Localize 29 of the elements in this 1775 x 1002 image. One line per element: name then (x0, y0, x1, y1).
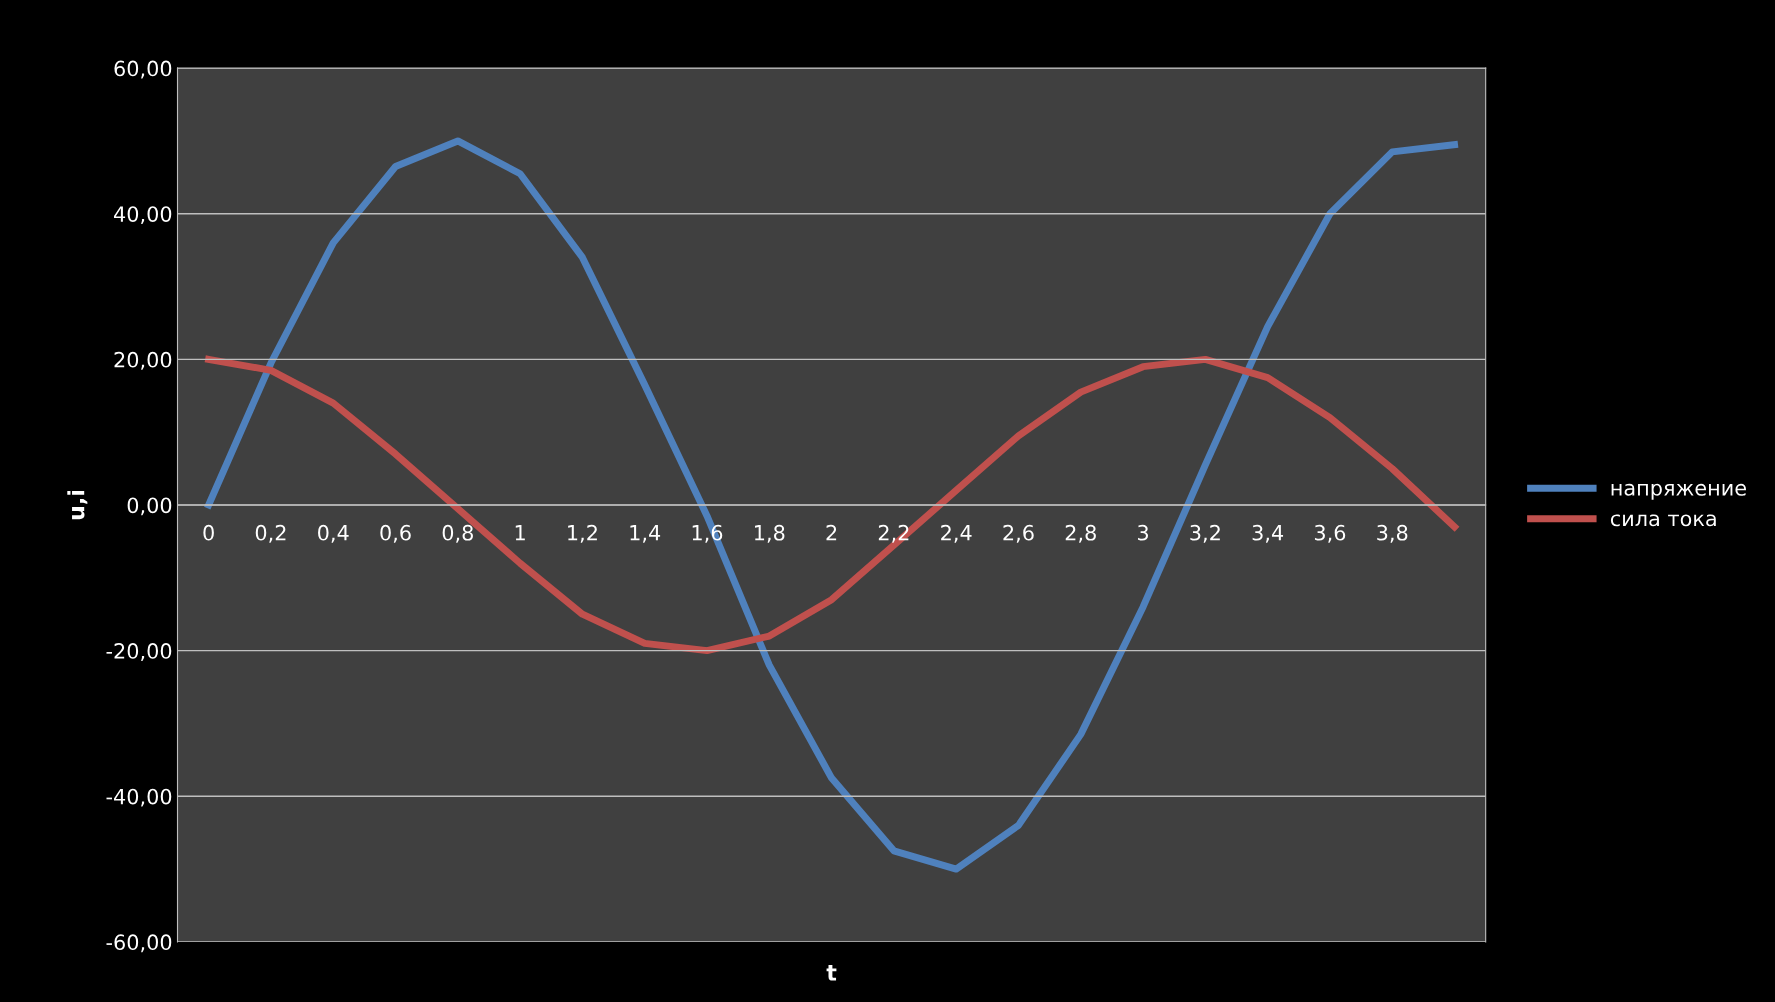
legend-label: напряжение (1611, 483, 1746, 500)
x-tick-label: 0,2 (255, 524, 286, 543)
x-tick-label: 2,8 (1065, 524, 1096, 543)
x-tick-label: 0,6 (380, 524, 411, 543)
y-tick-label: 40,00 (114, 206, 172, 225)
x-tick-label: 3,2 (1190, 524, 1220, 543)
x-tick-label: 0 (203, 524, 214, 541)
legend-label: сила тока (1610, 514, 1716, 527)
y-axis-title: u,i (67, 490, 88, 520)
y-tick-label: -20,00 (106, 643, 172, 661)
y-tick-label: 20,00 (114, 351, 172, 370)
x-tick-label: 2 (826, 524, 837, 541)
x-tick-label: 3 (1138, 524, 1149, 541)
x-tick-label: 3,4 (1252, 524, 1284, 543)
x-axis-title: t (826, 965, 837, 981)
x-tick-label: 0,4 (318, 524, 349, 543)
y-tick-label: -60,00 (106, 934, 172, 953)
x-tick-label: 3,6 (1314, 524, 1346, 543)
y-tick-label: 0,00 (127, 497, 172, 516)
x-tick-label: 1,4 (630, 525, 661, 543)
y-tick-label: 60,00 (114, 60, 172, 79)
x-tick-label: 2,4 (941, 524, 972, 543)
x-tick-label: 1,2 (568, 524, 597, 543)
y-tick-label: -40,00 (106, 788, 172, 807)
x-tick-label: 0,8 (442, 524, 473, 543)
x-tick-label: 1 (515, 525, 525, 541)
x-tick-label: 2,6 (1003, 524, 1034, 543)
x-tick-label: 1,8 (755, 524, 785, 543)
x-tick-label: 3,8 (1377, 524, 1408, 543)
